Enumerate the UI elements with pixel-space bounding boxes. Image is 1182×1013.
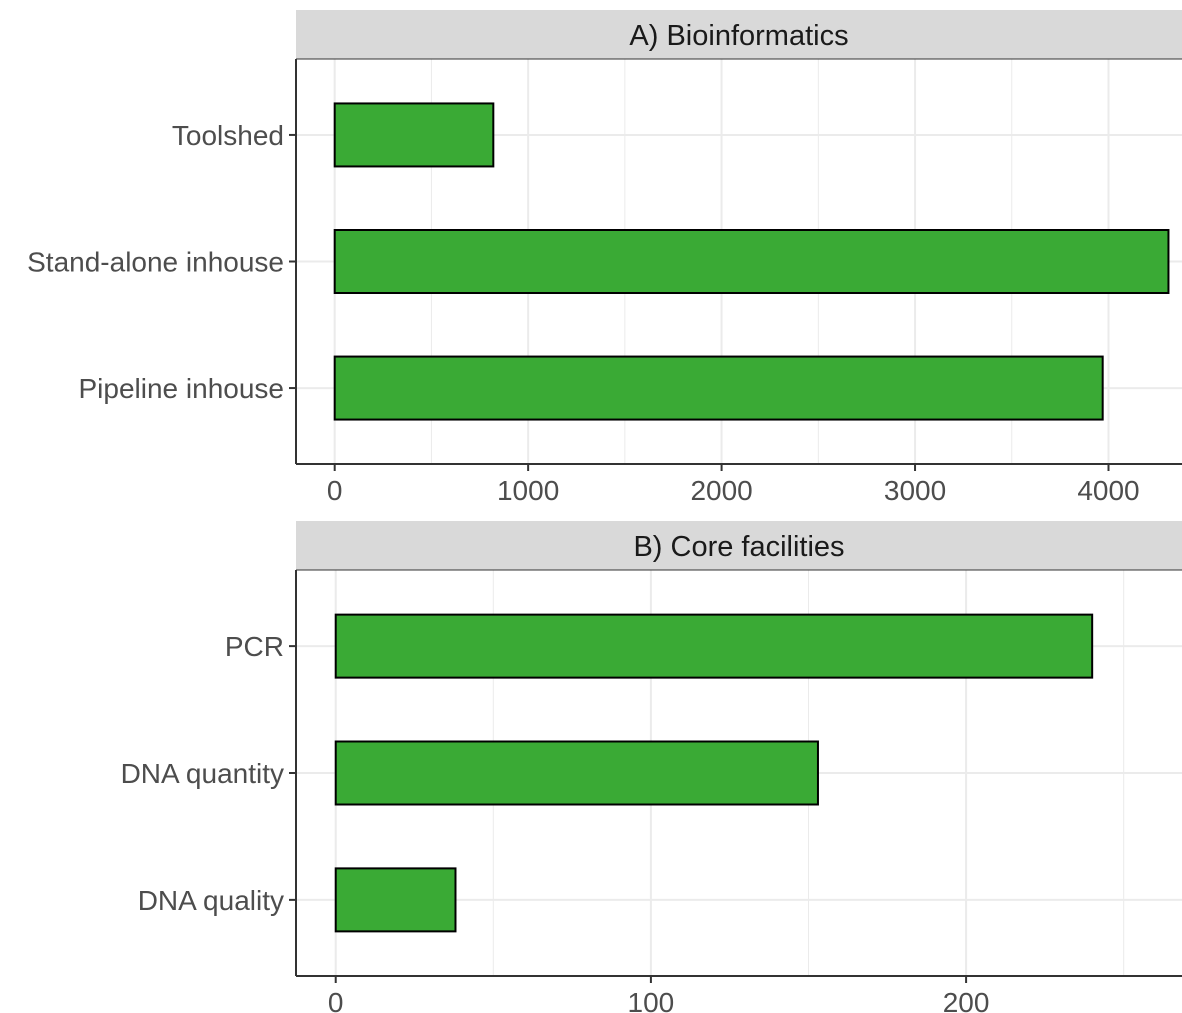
y-tick-label-dna-quality: DNA quality xyxy=(138,885,284,916)
bar-stand-alone-inhouse xyxy=(333,229,1170,294)
x-tick-label-0: 0 xyxy=(327,475,343,506)
bar-dna-quality xyxy=(334,867,457,933)
bar-dna-quantity xyxy=(334,740,819,806)
x-tick-label-1000: 1000 xyxy=(497,475,559,506)
facet-title: A) Bioinformatics xyxy=(629,20,848,52)
facet-panel-b: B) Core facilities PCR DNA quantity DNA qua… xyxy=(121,521,1182,1013)
y-tick-label-dna-quantity: DNA quantity xyxy=(121,758,284,789)
facet-panel-a: A) Bioinformatics Toolshed Stand-alone inh… xyxy=(27,10,1182,506)
bar-pcr xyxy=(334,613,1094,679)
x-tick-label-200: 200 xyxy=(943,987,990,1013)
y-tick-label-stand-alone-inhouse: Stand-alone inhouse xyxy=(27,247,284,278)
y-tick-label-pcr: PCR xyxy=(225,631,284,662)
y-tick-label-pipeline-inhouse: Pipeline inhouse xyxy=(79,373,285,404)
facet-title: B) Core facilities xyxy=(633,531,844,563)
x-tick-label-3000: 3000 xyxy=(884,475,946,506)
x-tick-label-100: 100 xyxy=(628,987,675,1013)
facet-strip xyxy=(296,521,1182,570)
x-tick-label-0: 0 xyxy=(328,987,344,1013)
x-tick-label-4000: 4000 xyxy=(1077,475,1139,506)
bar-toolshed xyxy=(333,102,495,168)
facet-strip xyxy=(296,10,1182,59)
y-tick-label-toolshed: Toolshed xyxy=(172,120,284,151)
bar-pipeline-inhouse xyxy=(333,355,1104,421)
x-tick-label-2000: 2000 xyxy=(690,475,752,506)
